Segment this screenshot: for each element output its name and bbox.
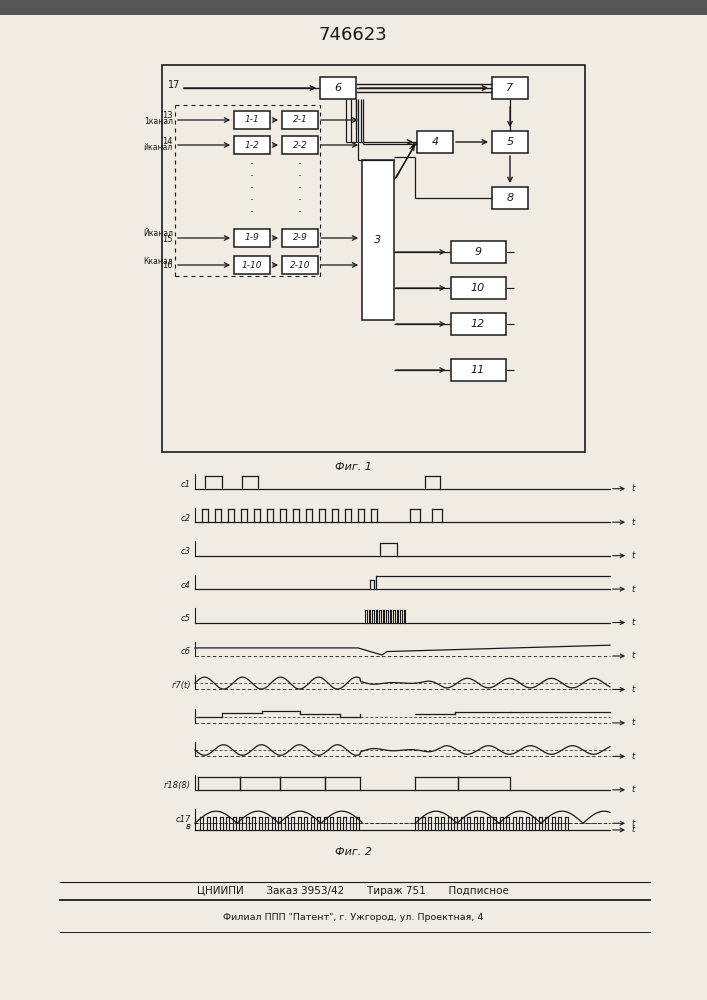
Text: ·: · [298,207,302,220]
Text: 11: 11 [471,365,485,375]
Text: 2-10: 2-10 [290,260,310,269]
Bar [234,229,270,247]
Bar [362,160,394,320]
Text: t: t [631,518,634,527]
Bar [492,77,528,99]
Text: t: t [631,785,634,794]
Text: t: t [631,551,634,560]
Bar [320,77,356,99]
Bar [492,187,528,209]
Text: ѓ7(t): ѓ7(t) [172,681,191,690]
Bar [450,359,506,381]
Text: 746623: 746623 [319,26,387,44]
Text: c4: c4 [181,581,191,590]
Text: 5: 5 [506,137,513,147]
Text: t: t [631,652,634,660]
Text: c6: c6 [181,647,191,656]
Text: c2: c2 [181,514,191,523]
Bar [450,241,506,263]
Text: t: t [631,618,634,627]
Bar [450,277,506,299]
Text: t: t [631,825,634,834]
Text: 2-1: 2-1 [293,115,308,124]
Text: 1-2: 1-2 [245,140,259,149]
Bar [162,65,585,452]
Text: 1-10: 1-10 [242,260,262,269]
Bar [282,229,318,247]
Bar [282,111,318,129]
Text: ·: · [298,170,302,184]
Text: 4: 4 [431,137,438,147]
Text: Йканал: Йканал [143,230,173,238]
Text: 1-9: 1-9 [245,233,259,242]
Text: 17: 17 [168,80,180,90]
Text: 12: 12 [471,319,485,329]
Bar [282,256,318,274]
Text: 2-2: 2-2 [293,140,308,149]
Text: 15: 15 [163,234,173,243]
Text: 1канал: 1канал [144,116,173,125]
Text: t: t [631,752,634,761]
Text: ·: · [250,207,254,220]
Text: Кканал: Кканал [144,256,173,265]
Text: Филиал ППП "Патент", г. Ужгород, ул. Проектная, 4: Филиал ППП "Патент", г. Ужгород, ул. Про… [223,914,483,922]
Bar [0,0,707,15]
Text: t: t [631,484,634,493]
Text: c3: c3 [181,547,191,556]
Text: 13: 13 [163,111,173,120]
Text: ЦНИИПИ       Заказ 3953/42       Тираж 751       Подписное: ЦНИИПИ Заказ 3953/42 Тираж 751 Подписное [197,886,509,896]
Bar [282,136,318,154]
Text: 6: 6 [334,83,341,93]
Text: c17: c17 [175,815,191,824]
Text: ·: · [298,158,302,172]
Text: 7: 7 [506,83,513,93]
Text: t: t [631,585,634,594]
Text: ·: · [250,194,254,208]
Bar [234,256,270,274]
Text: 14: 14 [163,137,173,146]
Text: 1-1: 1-1 [245,115,259,124]
Text: ·: · [298,182,302,196]
Text: c5: c5 [181,614,191,623]
Text: ·: · [250,158,254,172]
Text: t: t [631,685,634,694]
Bar [417,131,453,153]
Text: 3: 3 [375,235,382,245]
Text: ·: · [250,182,254,196]
Bar [450,313,506,335]
Bar [234,111,270,129]
Text: 10: 10 [471,283,485,293]
Bar [234,136,270,154]
Text: 9: 9 [474,247,481,257]
Text: ѓ18(8): ѓ18(8) [164,781,191,790]
Bar [492,131,528,153]
Text: 16: 16 [163,261,173,270]
Text: c1: c1 [181,480,191,489]
Text: ·: · [250,170,254,184]
Text: t: t [631,819,634,828]
Text: ·: · [298,194,302,208]
Text: в: в [186,822,191,831]
Text: t: t [631,718,634,727]
Text: 2-9: 2-9 [293,233,308,242]
Text: Фиг. 2: Фиг. 2 [334,847,371,857]
Text: 8: 8 [506,193,513,203]
Text: йканал: йканал [144,142,173,151]
Text: Фиг. 1: Фиг. 1 [334,462,371,472]
